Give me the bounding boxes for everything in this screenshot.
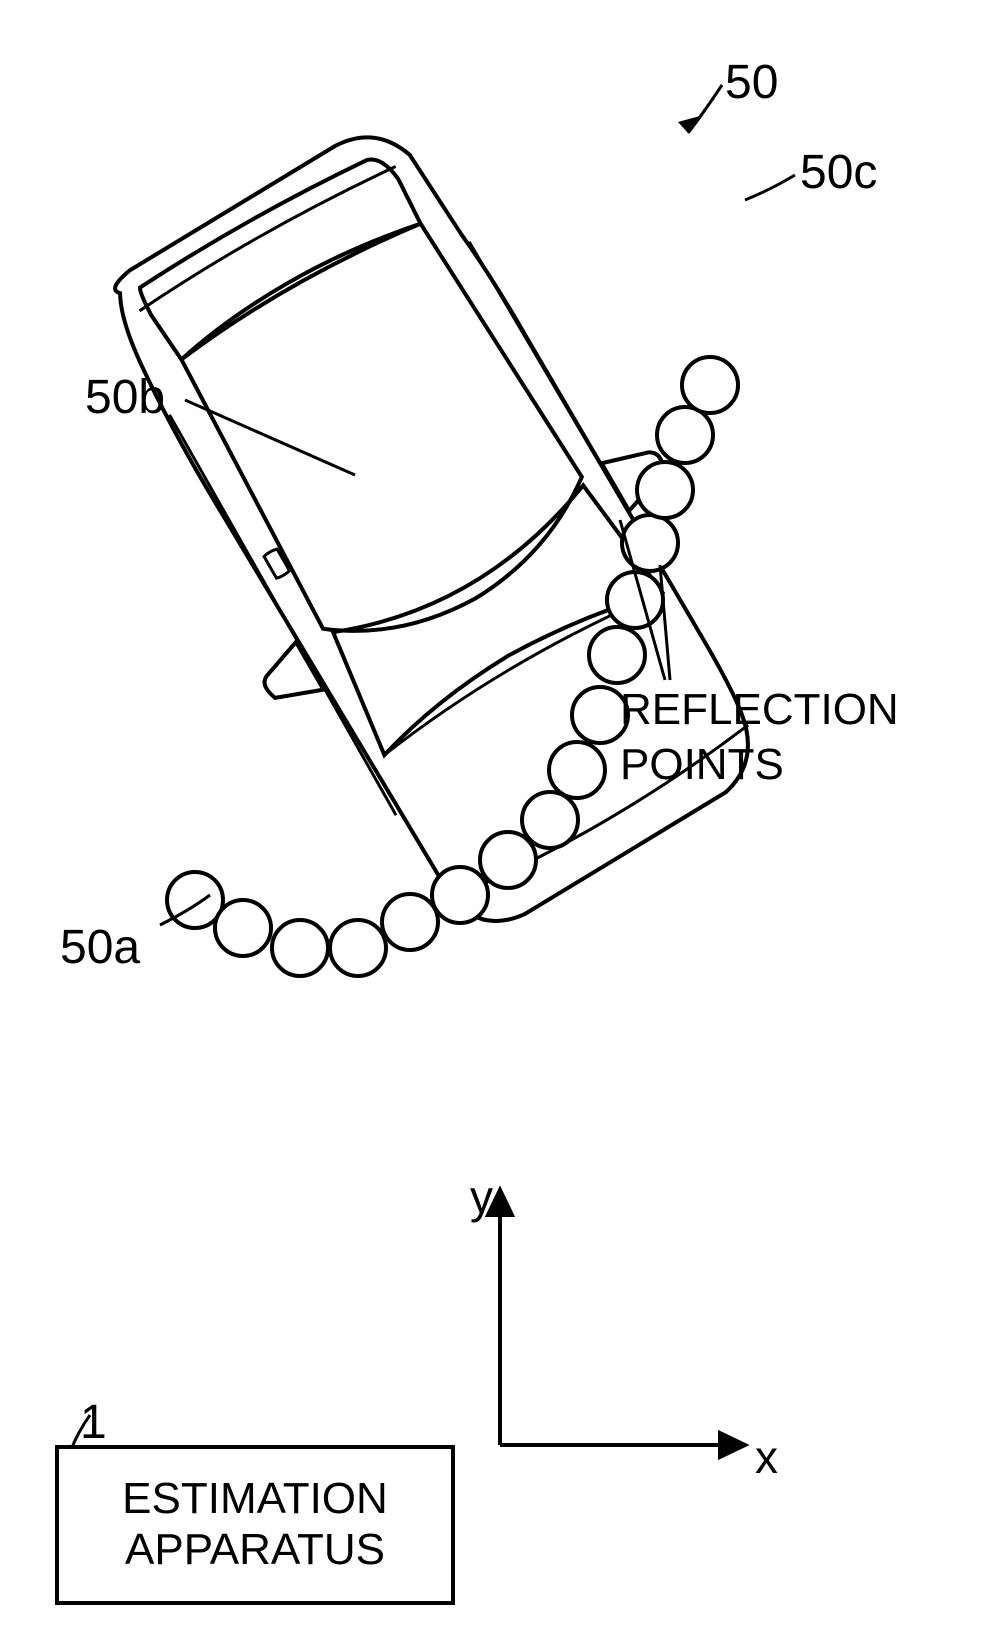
axes xyxy=(488,1190,745,1457)
label-50: 50 xyxy=(725,55,778,110)
label-50a: 50a xyxy=(60,920,140,975)
apparatus-line1: ESTIMATION xyxy=(122,1474,388,1525)
label-y-axis: y xyxy=(470,1170,493,1224)
label-50b: 50b xyxy=(85,370,165,425)
car-group xyxy=(49,83,824,969)
label-50c: 50c xyxy=(800,145,877,200)
label-reflection-1: REFLECTION xyxy=(620,685,899,735)
apparatus-line2: APPARATUS xyxy=(122,1525,388,1576)
label-reflection-2: POINTS xyxy=(620,740,784,790)
estimation-apparatus-box: ESTIMATION APPARATUS xyxy=(55,1445,455,1605)
label-1: 1 xyxy=(80,1395,107,1450)
diagram-svg xyxy=(0,0,1000,1647)
label-x-axis: x xyxy=(755,1430,778,1484)
